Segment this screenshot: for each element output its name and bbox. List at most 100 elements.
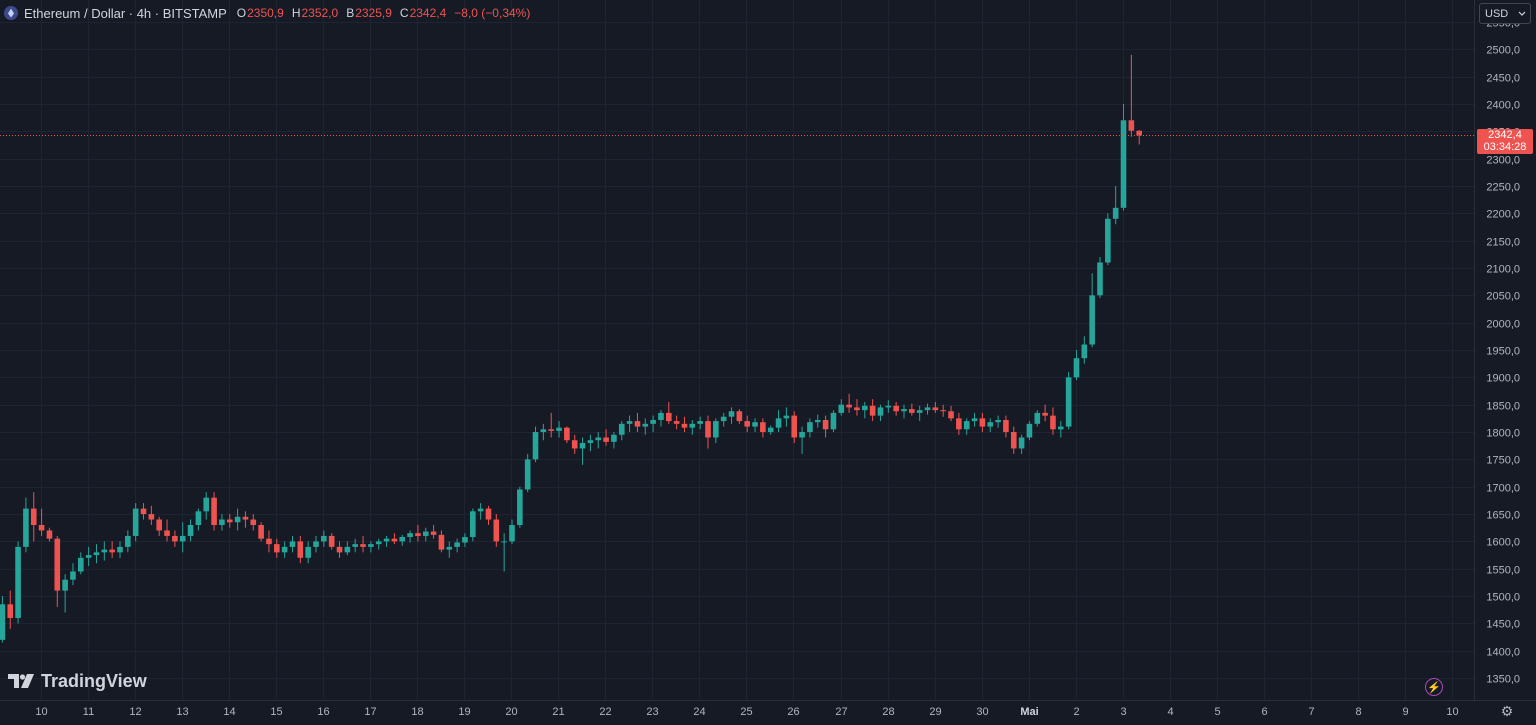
- candle-body: [242, 516, 249, 520]
- candle-body: [109, 549, 115, 553]
- candle-body: [642, 423, 649, 427]
- low-key: B: [346, 6, 355, 20]
- time-tick-label: 29: [929, 706, 941, 718]
- time-tick-label: Mai: [1020, 706, 1038, 718]
- candle-body: [736, 411, 743, 422]
- price-tick-label: 1950,0: [1486, 346, 1520, 358]
- candle-body: [501, 541, 507, 543]
- candle-body: [650, 420, 656, 424]
- candle-body: [78, 557, 84, 572]
- candle-body: [579, 442, 586, 449]
- price-tick-label: 2450,0: [1486, 73, 1520, 85]
- gear-icon[interactable]: ⚙: [1500, 702, 1514, 719]
- candle-body: [187, 525, 194, 536]
- candle-body: [932, 407, 939, 411]
- candle-body: [767, 427, 774, 433]
- time-tick-label: 13: [176, 706, 188, 718]
- candle-body: [971, 418, 978, 422]
- candle-body: [328, 535, 335, 547]
- lightning-icon[interactable]: ⚡: [1425, 678, 1443, 696]
- time-tick-label: 20: [505, 706, 517, 718]
- candle-body: [587, 440, 594, 443]
- price-tick-label: 1350,0: [1486, 674, 1520, 686]
- candle-body: [0, 604, 6, 640]
- price-tick-label: 2300,0: [1486, 155, 1520, 167]
- candle-body: [430, 531, 437, 535]
- price-tick-label: 1850,0: [1486, 401, 1520, 413]
- candle-body: [203, 497, 210, 512]
- candle-body: [30, 508, 37, 525]
- candle-body: [618, 423, 625, 435]
- candle-body: [744, 421, 750, 427]
- candle-body: [909, 409, 915, 413]
- time-tick-label: 30: [976, 706, 988, 718]
- candle-body: [658, 412, 664, 420]
- candle-body: [1120, 120, 1127, 208]
- candle-body: [885, 405, 892, 408]
- candle-body: [924, 407, 931, 411]
- candle-body: [720, 416, 727, 422]
- candle-body: [1026, 423, 1033, 438]
- candle-body: [1034, 412, 1041, 424]
- candle-body: [258, 525, 264, 539]
- price-tick-label: 2500,0: [1486, 45, 1520, 57]
- candle-body: [7, 604, 14, 618]
- close-value: 2342,4: [409, 6, 447, 20]
- candle-body: [462, 537, 468, 543]
- candle-body: [862, 405, 868, 411]
- candle-body: [532, 432, 539, 460]
- high-key: H: [291, 6, 301, 20]
- candle-body: [422, 531, 429, 536]
- time-axis[interactable]: 10 11 12 13 14 15 16 17 18 19 20 21 22 23 24 25 26 27 28 29…: [35, 706, 1458, 718]
- candle-body: [1081, 344, 1088, 359]
- candle-body: [140, 508, 147, 515]
- candle-body: [352, 544, 358, 547]
- candle-body: [995, 420, 1001, 423]
- time-tick-label: 8: [1355, 706, 1361, 718]
- price-tick-label: 1750,0: [1486, 455, 1520, 467]
- candle-body: [830, 412, 837, 430]
- candle-body: [289, 541, 296, 547]
- brand-name: TradingView: [41, 670, 147, 691]
- candle-body: [313, 541, 319, 547]
- candle-body: [226, 519, 233, 523]
- candle-body: [1050, 415, 1056, 430]
- candle-body: [877, 407, 884, 416]
- candle-body: [399, 537, 406, 542]
- candle-body: [148, 514, 155, 520]
- candle-body: [211, 497, 217, 525]
- time-tick-label: 28: [882, 706, 894, 718]
- candle-body: [164, 530, 170, 536]
- candle-body: [626, 421, 633, 424]
- candle-body: [305, 546, 311, 558]
- time-tick-label: 15: [270, 706, 282, 718]
- candle-body: [477, 508, 484, 512]
- candle-body: [571, 440, 578, 449]
- last-price-label: 2342,4 03:34:28: [1477, 129, 1533, 154]
- bar-countdown: 03:34:28: [1483, 141, 1527, 153]
- time-tick-label: 18: [411, 706, 423, 718]
- tradingview-logo[interactable]: TradingView: [8, 670, 147, 692]
- candle-body: [1042, 412, 1048, 416]
- grid: [0, 0, 1474, 700]
- time-tick-label: 21: [552, 706, 564, 718]
- time-tick-label: 24: [693, 706, 705, 718]
- candle-body: [948, 411, 954, 419]
- candle-body: [564, 427, 570, 441]
- candle-body: [1003, 420, 1009, 433]
- candle-body: [603, 437, 609, 442]
- candle-body: [274, 544, 280, 553]
- high-value: 2352,0: [301, 6, 339, 20]
- price-tick-label: 1800,0: [1486, 428, 1520, 440]
- symbol-title[interactable]: Ethereum / Dollar · 4h · BITSTAMP: [24, 5, 227, 21]
- time-tick-label: 3: [1120, 706, 1126, 718]
- candle-body: [156, 519, 162, 531]
- candle-body: [1010, 432, 1017, 449]
- price-tick-label: 1450,0: [1486, 619, 1520, 631]
- candle-body: [963, 421, 970, 430]
- time-tick-label: 6: [1261, 706, 1267, 718]
- currency-button[interactable]: USD: [1479, 3, 1531, 24]
